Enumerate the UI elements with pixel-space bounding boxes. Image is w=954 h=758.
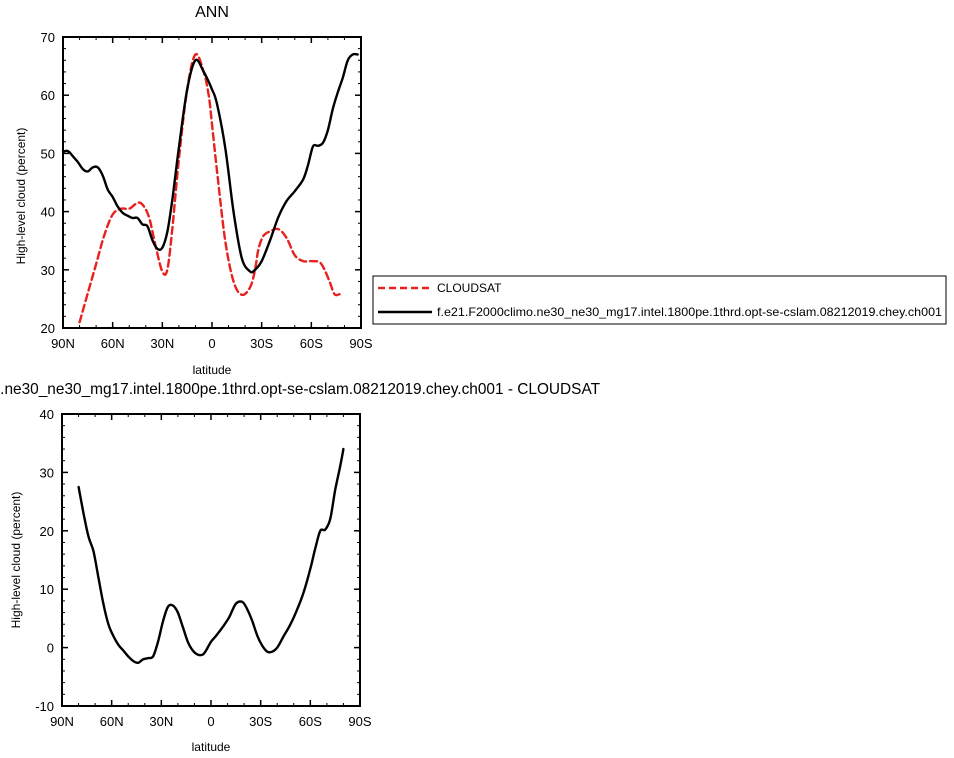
legend-label-cloudsat: CLOUDSAT [437, 281, 502, 295]
top-x-tick-label: 30N [150, 336, 174, 351]
bottom-x-axis-label: latitude [192, 740, 231, 754]
top-y-tick-label: 50 [41, 146, 55, 161]
top-series-line-model [61, 52, 359, 274]
top-y-axis-label: High-level cloud (percent) [14, 128, 28, 265]
bottom-y-axis-label: High-level cloud (percent) [9, 492, 23, 629]
bottom-y-tick-label: 20 [40, 524, 54, 539]
bottom-panel: f.e21.F2000climo.ne30_ne30_mg17.intel.18… [0, 381, 600, 754]
top-plot-frame [62, 36, 362, 329]
bottom-chart-title: f.e21.F2000climo.ne30_ne30_mg17.intel.18… [0, 381, 600, 398]
legend: CLOUDSAT f.e21.F2000climo.ne30_ne30_mg17… [372, 275, 947, 325]
bottom-y-tick-label: 40 [40, 407, 54, 422]
bottom-y-tick-label: 30 [40, 465, 54, 480]
bottom-x-tick-label: 90S [348, 714, 371, 729]
bottom-x-tick-label: 0 [207, 714, 214, 729]
top-y-tick-label: 30 [41, 263, 55, 278]
top-y-tick-label: 70 [41, 30, 55, 45]
bottom-series-lines [77, 447, 345, 665]
bottom-y-tick-label: 0 [47, 641, 54, 656]
top-series-line-cloudsat [78, 52, 341, 324]
top-x-tick-label: 60N [101, 336, 125, 351]
legend-label-model: f.e21.F2000climo.ne30_ne30_mg17.intel.18… [437, 305, 942, 319]
top-y-tick-label: 40 [41, 205, 55, 220]
bottom-x-tick-label: 30S [249, 714, 272, 729]
bottom-x-tick-label: 90N [50, 714, 74, 729]
top-series-lines [61, 52, 359, 324]
bottom-y-tick-label: -10 [35, 699, 54, 714]
bottom-series-line-difference [77, 447, 345, 665]
bottom-x-tick-label: 60S [299, 714, 322, 729]
top-panel: ANN High-level cloud (percent) latitude … [14, 4, 373, 377]
top-x-tick-label: 90S [349, 336, 372, 351]
top-y-tick-label: 60 [41, 88, 55, 103]
top-axis-ticks: 90N 60N 30N 0 30S 60S 90S 20 30 40 50 60 70 [41, 30, 373, 351]
legend-box [372, 275, 947, 325]
bottom-axis-ticks: 90N 60N 30N 0 30S 60S 90S -10 0 10 20 30 40 [35, 407, 372, 729]
top-x-tick-label: 30S [250, 336, 273, 351]
top-x-axis-label: latitude [193, 363, 232, 377]
top-y-tick-label: 20 [41, 321, 55, 336]
bottom-plot-frame [61, 413, 361, 707]
top-chart-title: ANN [195, 4, 229, 21]
top-x-tick-label: 60S [300, 336, 323, 351]
top-x-tick-label: 90N [51, 336, 75, 351]
bottom-y-tick-label: 10 [40, 582, 54, 597]
bottom-x-tick-label: 60N [100, 714, 124, 729]
bottom-x-tick-label: 30N [149, 714, 173, 729]
top-x-tick-label: 0 [208, 336, 215, 351]
